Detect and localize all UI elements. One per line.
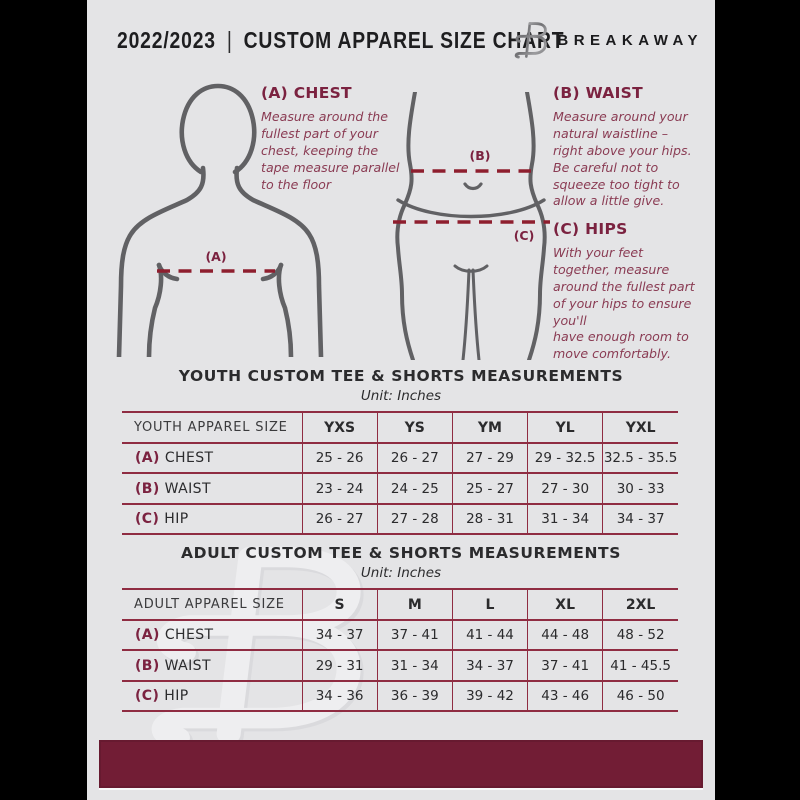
size-cell: 25 - 27: [451, 473, 528, 504]
navel-mark: [463, 182, 483, 191]
waist-instruction-heading: (B) WAIST: [553, 84, 643, 102]
table-header-cell: YXL: [602, 412, 678, 443]
brand-block: BREAKAWAY: [510, 19, 703, 61]
row-label: (B) WAIST: [135, 480, 211, 497]
page-title: CUSTOM APPAREL SIZE CHART: [243, 27, 565, 53]
size-cell: 29 - 31: [301, 650, 378, 681]
youth-section-unit: Unit: Inches: [360, 388, 442, 404]
table-row: (B) WAIST 29 - 31 31 - 34 34 - 37 37 - 41…: [122, 650, 678, 681]
size-cell: 34 - 37: [451, 650, 528, 681]
hips-instruction: (C) HIPS With your feet together, measur…: [553, 220, 715, 363]
waist-hips-measurement-figure: (B) (C): [393, 92, 550, 360]
size-cell: 34 - 36: [301, 680, 378, 712]
table-header-cell: YM: [451, 412, 528, 443]
size-cell: 28 - 31: [451, 503, 528, 535]
row-key: (B): [135, 480, 160, 497]
size-cell: 43 - 46: [527, 680, 603, 712]
page-header-title: 2022/2023 | CUSTOM APPAREL SIZE CHART: [117, 27, 564, 54]
table-row: (A) CHEST 25 - 26 26 - 27 27 - 29 29 - 32…: [122, 443, 678, 474]
size-cell: 30 - 33: [602, 473, 678, 504]
size-cell: 31 - 34: [376, 650, 453, 681]
row-key: (B): [135, 657, 160, 674]
footer-accent-bar: [99, 740, 703, 788]
size-cell: 34 - 37: [301, 620, 378, 651]
chest-line-label: (A): [205, 249, 226, 264]
table-header-cell: YOUTH APPAREL SIZE: [134, 420, 288, 435]
table-header-row: YOUTH APPAREL SIZE YXS YS YM YL YXL: [122, 412, 678, 443]
row-label: (A) CHEST: [135, 450, 214, 467]
row-key: (C): [135, 510, 160, 527]
hips-instruction-heading: (C) HIPS: [553, 220, 628, 238]
table-header-cell: L: [451, 589, 528, 620]
row-key: (C): [135, 687, 160, 704]
brand-name: BREAKAWAY: [557, 31, 703, 49]
youth-size-table: YOUTH APPAREL SIZE YXS YS YM YL YXL (A) C…: [122, 411, 678, 536]
size-cell: 26 - 27: [376, 443, 453, 474]
youth-section-title: YOUTH CUSTOM TEE & SHORTS MEASUREMENTS: [178, 367, 624, 385]
waist-instruction: (B) WAIST Measure around your natural wa…: [553, 84, 715, 210]
chest-instruction-body: Measure around the fullest part of your …: [261, 109, 400, 192]
row-label: (A) CHEST: [135, 627, 214, 644]
size-cell: 37 - 41: [527, 650, 603, 681]
size-cell: 27 - 30: [527, 473, 603, 504]
table-row: (B) WAIST 23 - 24 24 - 25 25 - 27 27 - 30…: [122, 473, 678, 504]
table-row: (C) HIP 26 - 27 27 - 28 28 - 31 31 - 34 3…: [122, 503, 678, 535]
table-header-cell: YS: [376, 412, 453, 443]
waistband-curve: [396, 198, 546, 219]
size-cell: 31 - 34: [527, 503, 603, 535]
size-chart-page: 2022/2023 | CUSTOM APPAREL SIZE CHART BR…: [87, 0, 715, 800]
waist-line-label: (B): [470, 148, 491, 163]
row-label: (B) WAIST: [135, 657, 211, 674]
size-cell: 24 - 25: [376, 473, 453, 504]
size-cell: 23 - 24: [301, 473, 378, 504]
size-cell: 37 - 41: [376, 620, 453, 651]
size-cell: 41 - 45.5: [602, 650, 678, 681]
table-row: (A) CHEST 34 - 37 37 - 41 41 - 44 44 - 48…: [122, 620, 678, 651]
season-label: 2022/2023: [117, 27, 216, 53]
adult-size-table: ADULT APPAREL SIZE S M L XL 2XL (A) CHEST…: [122, 588, 678, 713]
size-cell: 41 - 44: [451, 620, 528, 651]
size-cell: 29 - 32.5: [527, 443, 603, 474]
row-label: (C) HIP: [135, 687, 189, 704]
table-header-cell: XL: [527, 589, 603, 620]
chest-measurement-figure: (A): [116, 83, 324, 357]
row-label: (C) HIP: [135, 510, 189, 527]
size-cell: 44 - 48: [527, 620, 603, 651]
title-divider: |: [226, 27, 233, 53]
adult-section-unit: Unit: Inches: [360, 565, 442, 581]
chest-instruction-heading: (A) CHEST: [261, 84, 352, 102]
hips-line-label: (C): [514, 228, 535, 243]
size-cell: 25 - 26: [301, 443, 378, 474]
breakaway-logo-icon: [515, 22, 548, 59]
table-header-cell: YL: [527, 412, 603, 443]
adult-section-title: ADULT CUSTOM TEE & SHORTS MEASUREMENTS: [181, 544, 621, 562]
size-cell: 26 - 27: [301, 503, 378, 535]
figure-head-outline: [179, 83, 257, 175]
size-cell: 39 - 42: [451, 680, 528, 712]
table-row: (C) HIP 34 - 36 36 - 39 39 - 42 43 - 46 4…: [122, 680, 678, 712]
table-header-cell: ADULT APPAREL SIZE: [134, 597, 285, 612]
row-key: (A): [135, 627, 160, 644]
waist-instruction-body: Measure around your natural waistline – …: [553, 109, 692, 209]
table-header-cell: YXS: [301, 412, 378, 443]
row-key: (A): [135, 450, 160, 467]
table-header-cell: M: [376, 589, 453, 620]
table-header-row: ADULT APPAREL SIZE S M L XL 2XL: [122, 589, 678, 620]
size-cell: 32.5 - 35.5: [602, 443, 678, 474]
size-cell: 36 - 39: [376, 680, 453, 712]
size-cell: 27 - 29: [451, 443, 528, 474]
table-header-cell: 2XL: [602, 589, 678, 620]
size-cell: 46 - 50: [602, 680, 678, 712]
size-cell: 34 - 37: [602, 503, 678, 535]
table-header-cell: S: [301, 589, 378, 620]
chest-instruction: (A) CHEST Measure around the fullest par…: [261, 84, 409, 193]
size-cell: 48 - 52: [602, 620, 678, 651]
size-cell: 27 - 28: [376, 503, 453, 535]
hips-instruction-body: With your feet together, measure around …: [553, 245, 695, 362]
